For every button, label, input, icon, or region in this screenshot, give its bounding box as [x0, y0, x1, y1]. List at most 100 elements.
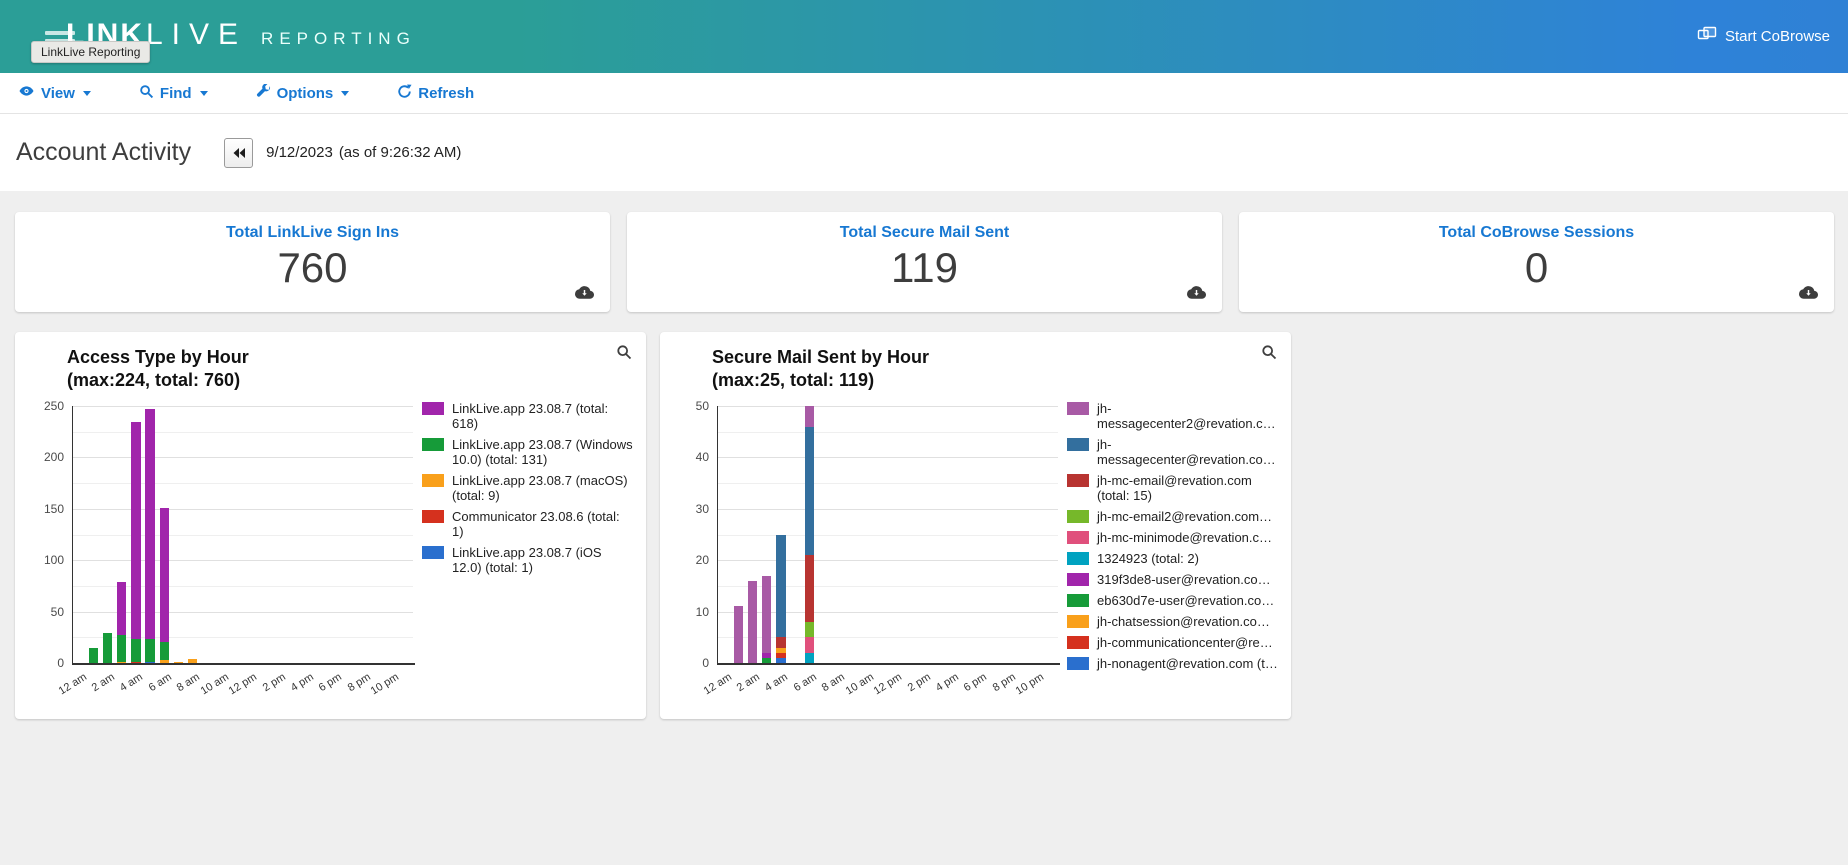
x-axis-line	[717, 663, 1060, 665]
y-tick-label: 20	[695, 553, 709, 568]
bar-segment-email2	[804, 621, 815, 638]
legend-swatch	[1067, 438, 1089, 451]
bar-segment-windows	[131, 639, 141, 662]
find-label: Find	[159, 84, 192, 102]
legend-item-communicator[interactable]: Communicator 23.08.6 (total: 1)	[422, 509, 634, 539]
legend-item-ios[interactable]: LinkLive.app 23.08.7 (iOS 12.0) (total: …	[422, 545, 634, 575]
y-tick-label: 150	[43, 501, 64, 516]
gridline	[717, 585, 1058, 587]
legend-item-app[interactable]: LinkLive.app 23.08.7 (total: 618)	[422, 401, 634, 431]
refresh-label: Refresh	[418, 84, 475, 102]
bar-segment-chatsession	[776, 647, 786, 653]
legend-label: jh-mc-minimode@revation.c…	[1097, 530, 1273, 545]
date-back-button[interactable]	[224, 137, 254, 168]
legend-swatch	[1067, 402, 1089, 415]
bar-segment-macos	[117, 661, 127, 663]
stat-value: 119	[891, 244, 958, 291]
legend-label: jh- messagecenter@revation.co…	[1097, 437, 1276, 467]
bar-segment-mc2	[733, 606, 743, 663]
chart-card-access-type: Access Type by Hour (max:224, total: 760)…	[15, 332, 646, 719]
bar-segment-mc	[804, 426, 815, 556]
date-value: 9/12/2023	[266, 144, 333, 161]
refresh-icon	[397, 83, 412, 103]
bar-segment-user319	[762, 652, 772, 658]
x-axis-line	[72, 663, 415, 665]
legend-item-user319[interactable]: 319f3de8-user@revation.co…	[1067, 572, 1279, 587]
bar-segment-app	[131, 422, 141, 640]
y-axis-line	[717, 406, 718, 663]
gridline	[717, 457, 1058, 459]
app-logo: LINKLIVE REPORTING	[66, 18, 416, 52]
gridline	[72, 457, 413, 459]
legend-item-macos[interactable]: LinkLive.app 23.08.7 (macOS) (total: 9)	[422, 473, 634, 503]
stat-card-securemail: Total Secure Mail Sent 119	[627, 212, 1222, 312]
legend-item-minimode[interactable]: jh-mc-minimode@revation.c…	[1067, 530, 1279, 545]
find-menu[interactable]: Find	[139, 84, 208, 103]
legend-item-email2[interactable]: jh-mc-email2@revation.com…	[1067, 509, 1279, 524]
legend-item-mc[interactable]: jh- messagecenter@revation.co…	[1067, 437, 1279, 467]
search-icon	[139, 84, 154, 103]
report-date: 9/12/2023 (as of 9:26:32 AM)	[266, 144, 461, 161]
legend-item-windows[interactable]: LinkLive.app 23.08.7 (Windows 10.0) (tot…	[422, 437, 634, 467]
gridline	[717, 637, 1058, 639]
y-tick-label: 250	[43, 399, 64, 413]
legend-swatch	[1067, 531, 1089, 544]
gridline	[72, 508, 413, 510]
hamburger-tooltip: LinkLive Reporting	[31, 41, 151, 63]
gridline	[72, 560, 413, 562]
cobrowse-screens-icon	[1697, 26, 1717, 46]
legend-swatch	[1067, 636, 1089, 649]
bar-segment-ios	[145, 661, 155, 663]
legend-item-nonagent[interactable]: jh-nonagent@revation.com (t…	[1067, 656, 1279, 671]
gridline	[72, 483, 413, 485]
legend-swatch	[422, 402, 444, 415]
zoom-magnifier-icon[interactable]	[616, 344, 632, 365]
toolbar: View Find Options Refresh	[0, 73, 1848, 114]
bar-segment-app	[117, 581, 127, 636]
legend-item-acct1324923[interactable]: 1324923 (total: 2)	[1067, 551, 1279, 566]
y-tick-label: 100	[43, 553, 64, 568]
legend-item-commcenter[interactable]: jh-communicationcenter@re…	[1067, 635, 1279, 650]
refresh-button[interactable]: Refresh	[397, 83, 475, 103]
gridline	[72, 611, 413, 613]
bar-segment-windows	[88, 647, 98, 663]
y-tick-label: 50	[50, 604, 64, 619]
gridline	[72, 585, 413, 587]
legend-item-email[interactable]: jh-mc-email@revation.com (total: 15)	[1067, 473, 1279, 503]
legend-label: 319f3de8-user@revation.co…	[1097, 572, 1271, 587]
bar-segment-acct1324923	[804, 652, 815, 663]
caret-down-icon	[199, 90, 208, 96]
legend-label: jh- messagecenter2@revation.c…	[1097, 401, 1276, 431]
bar-segment-email	[776, 637, 786, 648]
bar-segment-email	[804, 555, 815, 622]
chart-legend: jh- messagecenter2@revation.c… jh- messag…	[1067, 401, 1279, 677]
download-cloud-icon[interactable]	[1187, 285, 1206, 304]
caret-down-icon	[341, 90, 350, 96]
legend-item-usereb[interactable]: eb630d7e-user@revation.co…	[1067, 593, 1279, 608]
download-cloud-icon[interactable]	[575, 285, 594, 304]
stat-label: Total CoBrowse Sessions	[1438, 224, 1635, 241]
chart-title: Access Type by Hour (max:224, total: 760)	[67, 347, 249, 390]
legend-label: LinkLive.app 23.08.7 (total: 618)	[452, 401, 609, 431]
bar-segment-minimode	[804, 637, 815, 653]
legend-label: eb630d7e-user@revation.co…	[1097, 593, 1275, 608]
zoom-magnifier-icon[interactable]	[1261, 344, 1277, 365]
bar-segment-mc2	[747, 580, 758, 663]
y-tick-label: 50	[695, 399, 709, 413]
view-label: View	[41, 84, 75, 102]
start-cobrowse-button[interactable]: Start CoBrowse	[1697, 26, 1830, 46]
legend-label: jh-nonagent@revation.com (t…	[1097, 656, 1278, 671]
logo-suffix: REPORTING	[261, 29, 416, 48]
stat-card-signins: Total LinkLive Sign Ins 760	[15, 212, 610, 312]
download-cloud-icon[interactable]	[1799, 285, 1818, 304]
stat-label: Total LinkLive Sign Ins	[225, 224, 400, 241]
legend-item-mc2[interactable]: jh- messagecenter2@revation.c…	[1067, 401, 1279, 431]
view-menu[interactable]: View	[18, 84, 91, 102]
y-axis-line	[72, 406, 73, 663]
options-menu[interactable]: Options	[256, 83, 350, 103]
y-tick-label: 200	[43, 450, 64, 465]
legend-item-chatsession[interactable]: jh-chatsession@revation.co…	[1067, 614, 1279, 629]
legend-label: Communicator 23.08.6 (total: 1)	[452, 509, 620, 539]
chart-legend: LinkLive.app 23.08.7 (total: 618) LinkLiv…	[422, 401, 634, 581]
gridline	[717, 560, 1058, 562]
